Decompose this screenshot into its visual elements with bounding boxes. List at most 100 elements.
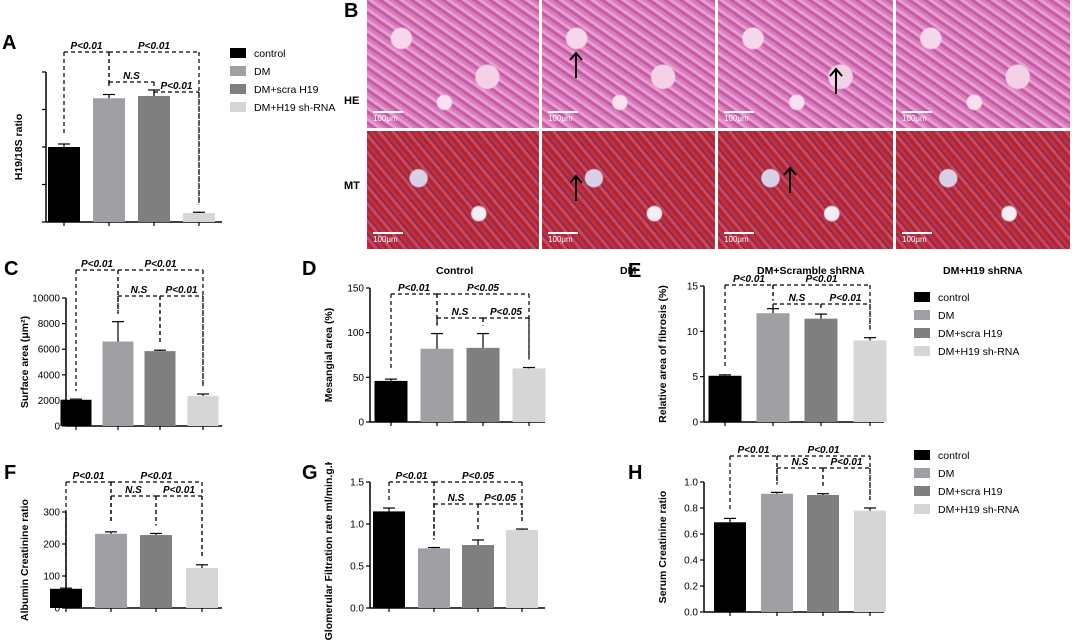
bar-dm-h19-sh-rna [186, 568, 218, 608]
bar-dm-h19-sh-rna [506, 529, 538, 608]
legend-label: control [938, 450, 970, 462]
legend-bottom: control DM DM+scra H19 DM+H19 sh-RNA [914, 450, 1019, 516]
bar-dm-scra-h19 [804, 318, 838, 422]
sig-bracket-scra-shrna-label: P<0.01 [830, 293, 862, 304]
bar-dm [418, 548, 450, 608]
y-tick-label: 0 [54, 422, 60, 433]
y-tick-label: 15 [687, 282, 699, 293]
chart-a: H19/18S ratio P<0.01 P<0.01 N.S P<0.01 [13, 41, 222, 226]
scale-bar: 100μm [548, 111, 578, 123]
column-title-control: Control [436, 265, 474, 277]
sig-bracket-scra-shrna-label: P<0.01 [161, 81, 193, 92]
y-tick-label: 0 [54, 604, 60, 615]
bar-control [714, 522, 746, 612]
column-title-scramble: DM+Scramble shRNA [757, 265, 865, 277]
y-tick-label: 300 [43, 508, 60, 519]
legend-label: DM [938, 468, 954, 480]
bar-dm [756, 313, 790, 422]
y-axis-label: Serum Creatinine ratio [657, 491, 669, 604]
scale-bar: 100μm [548, 232, 578, 244]
he-shrna-micrograph: 100μm [896, 0, 1070, 128]
legend-label: DM [254, 66, 270, 78]
mt-control-micrograph: 100μm [367, 131, 539, 249]
bar-control [374, 380, 408, 422]
legend-swatch [914, 310, 930, 320]
panel-label-b: B [344, 0, 359, 22]
bar-control [48, 147, 80, 222]
bar-dm-h19-sh-rna [854, 510, 886, 612]
y-tick-label: 0 [358, 418, 364, 429]
panel-label-g: G [302, 462, 318, 484]
sig-bracket-dm-shrna-label: P<0.05 [462, 471, 494, 482]
bar-dm [93, 98, 125, 222]
legend-swatch [914, 486, 930, 496]
panel-label-f: F [4, 462, 17, 484]
column-title-shrna: DM+H19 shRNA [943, 265, 1023, 277]
y-axis-label: Glomerular Filtration rate ml/min.g.Kw [323, 462, 335, 640]
y-tick-label: 0.8 [684, 504, 698, 515]
sig-bracket-control-dm-label: P<0.01 [398, 283, 430, 294]
y-tick-label: 100 [43, 572, 60, 583]
y-tick-label: 10 [687, 327, 699, 338]
y-tick-label: 0.5 [350, 562, 364, 573]
sig-bracket-control-dm-label: P<0.01 [73, 471, 105, 482]
legend-label: DM+H19 sh-RNA [938, 346, 1019, 358]
sig-bracket-dm-shrna-label: P<0.01 [145, 259, 177, 270]
legend-swatch [914, 450, 930, 460]
arrow-icon [829, 67, 843, 94]
y-tick-label: 0.4 [684, 556, 698, 567]
sig-bracket-dm-scra-label: N.S [123, 71, 140, 82]
legend-swatch [230, 48, 246, 58]
chart-e: 0 5 10 15 Relative area of fibrosis (%) P<0.0… [657, 274, 887, 429]
legend-swatch [914, 346, 930, 356]
sig-bracket-scra-shrna-label: P<0.01 [831, 457, 863, 468]
y-tick-label: 0.2 [684, 582, 698, 593]
panel-label-h: H [628, 462, 643, 484]
sig-bracket-dm-shrna-label: P<0.01 [806, 274, 838, 285]
bar-dm-scra-h19 [138, 96, 170, 222]
legend-label: control [254, 48, 286, 60]
sig-bracket-control-dm-label: P<0.01 [733, 274, 765, 285]
arrow-icon [569, 174, 583, 201]
sig-bracket-scra-shrna-label: P<0.01 [163, 485, 195, 496]
y-tick-label: 2000 [38, 396, 61, 407]
bar-control [60, 399, 92, 426]
y-tick-label: 4000 [38, 370, 61, 381]
bar-dm-scra-h19 [807, 495, 839, 612]
legend-middle: control DM DM+scra H19 DM+H19 sh-RNA [914, 292, 1019, 358]
legend-swatch [914, 292, 930, 302]
legend-label: DM+H19 sh-RNA [254, 102, 335, 114]
mt-shrna-micrograph: 100μm [896, 131, 1070, 249]
legend-swatch [914, 328, 930, 338]
bar-dm-h19-sh-rna [187, 395, 219, 426]
sig-bracket-scra-shrna-label: P<0.05 [484, 493, 516, 504]
y-axis-label: Surface area (μm²) [19, 316, 31, 408]
legend-swatch [914, 504, 930, 514]
chart-h: 0.0 0.2 0.4 0.6 0.8 1.0 Serum Creatinine ratio… [657, 445, 886, 619]
panel-label-a: A [2, 32, 17, 54]
y-tick-label: 0.0 [350, 604, 364, 615]
sig-bracket-dm-scra-label: N.S [789, 293, 806, 304]
bar-dm [420, 348, 454, 422]
bar-dm-scra-h19 [144, 351, 176, 426]
sig-bracket-dm-scra-label: N.S [125, 485, 142, 496]
sig-bracket-control-dm-label: P<0.01 [71, 41, 103, 52]
scale-bar: 100μm [902, 232, 932, 244]
he-scramble-micrograph: 100μm [718, 0, 893, 128]
y-tick-label: 0.6 [684, 530, 698, 541]
legend-swatch [914, 468, 930, 478]
legend-top: control DM DM+scra H19 DM+H19 sh-RNA [230, 48, 335, 114]
bar-dm-h19-sh-rna [512, 368, 546, 422]
y-tick-label: 150 [347, 284, 364, 295]
bar-dm [95, 533, 127, 608]
sig-bracket-dm-shrna-label: P<0.01 [808, 445, 840, 456]
sig-bracket-dm-shrna-label: P<0.05 [467, 283, 499, 294]
chart-f: 0 100 200 300 Albumin Creatinine ratio P<0.01… [19, 471, 222, 621]
legend-label: DM+scra H19 [938, 486, 1003, 498]
y-tick-label: 0 [692, 418, 698, 429]
bar-dm [102, 341, 134, 426]
row-label-he: HE [344, 95, 360, 107]
y-axis-label: H19/18S ratio [13, 114, 25, 181]
legend-label: DM [938, 310, 954, 322]
bar-control [373, 511, 405, 608]
